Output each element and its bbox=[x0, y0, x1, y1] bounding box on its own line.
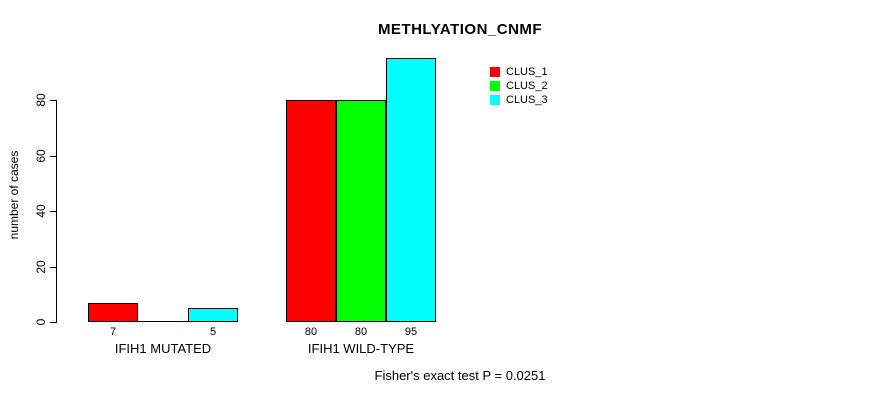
bar-value-label: 80 bbox=[304, 326, 318, 338]
bar-value-label: 80 bbox=[354, 326, 368, 338]
legend-swatch-clus-3-icon bbox=[490, 95, 500, 105]
legend-label-clus-2: CLUS_2 bbox=[506, 80, 548, 92]
y-tick bbox=[50, 100, 56, 101]
legend-swatch-clus-1-icon bbox=[490, 67, 500, 77]
bar-clus_3-group-1 bbox=[386, 58, 436, 322]
fisher-test-annotation: Fisher's exact test P = 0.0251 bbox=[374, 368, 546, 383]
legend: CLUS_1 CLUS_2 CLUS_3 bbox=[490, 65, 548, 107]
legend-entry-clus-1: CLUS_1 bbox=[490, 65, 548, 79]
legend-label-clus-1: CLUS_1 bbox=[506, 66, 548, 78]
y-axis-line bbox=[56, 100, 57, 323]
legend-entry-clus-2: CLUS_2 bbox=[490, 79, 548, 93]
bar-value-label: 7 bbox=[109, 326, 117, 338]
bar-value-label: 95 bbox=[404, 326, 418, 338]
y-tick bbox=[50, 266, 56, 268]
y-tick-label: 40 bbox=[34, 204, 48, 218]
bar-clus_1-group-0 bbox=[88, 303, 138, 322]
legend-label-clus-3: CLUS_3 bbox=[506, 94, 548, 106]
bar-clus_1-group-1 bbox=[286, 100, 336, 322]
y-tick bbox=[50, 155, 56, 157]
y-tick bbox=[50, 211, 56, 212]
y-tick-label: 60 bbox=[34, 148, 48, 163]
chart-title: METHLYATION_CNMF bbox=[377, 21, 543, 38]
legend-swatch-clus-2-icon bbox=[490, 81, 500, 91]
y-axis-label: number of cases bbox=[7, 150, 21, 240]
y-tick-label: 80 bbox=[34, 93, 48, 107]
y-tick-label: 0 bbox=[34, 318, 48, 326]
y-tick-label: 20 bbox=[34, 259, 48, 274]
bar-clus_2-group-1 bbox=[336, 100, 386, 322]
bar-value-label: 5 bbox=[209, 326, 217, 338]
bar-clus_3-group-0 bbox=[188, 308, 238, 322]
x-category-label: IFIH1 MUTATED bbox=[114, 341, 212, 356]
legend-entry-clus-3: CLUS_3 bbox=[490, 93, 548, 107]
bar-zero-clus_2-group-0 bbox=[138, 321, 189, 322]
y-tick bbox=[50, 322, 56, 323]
x-category-label: IFIH1 WILD-TYPE bbox=[307, 341, 415, 356]
